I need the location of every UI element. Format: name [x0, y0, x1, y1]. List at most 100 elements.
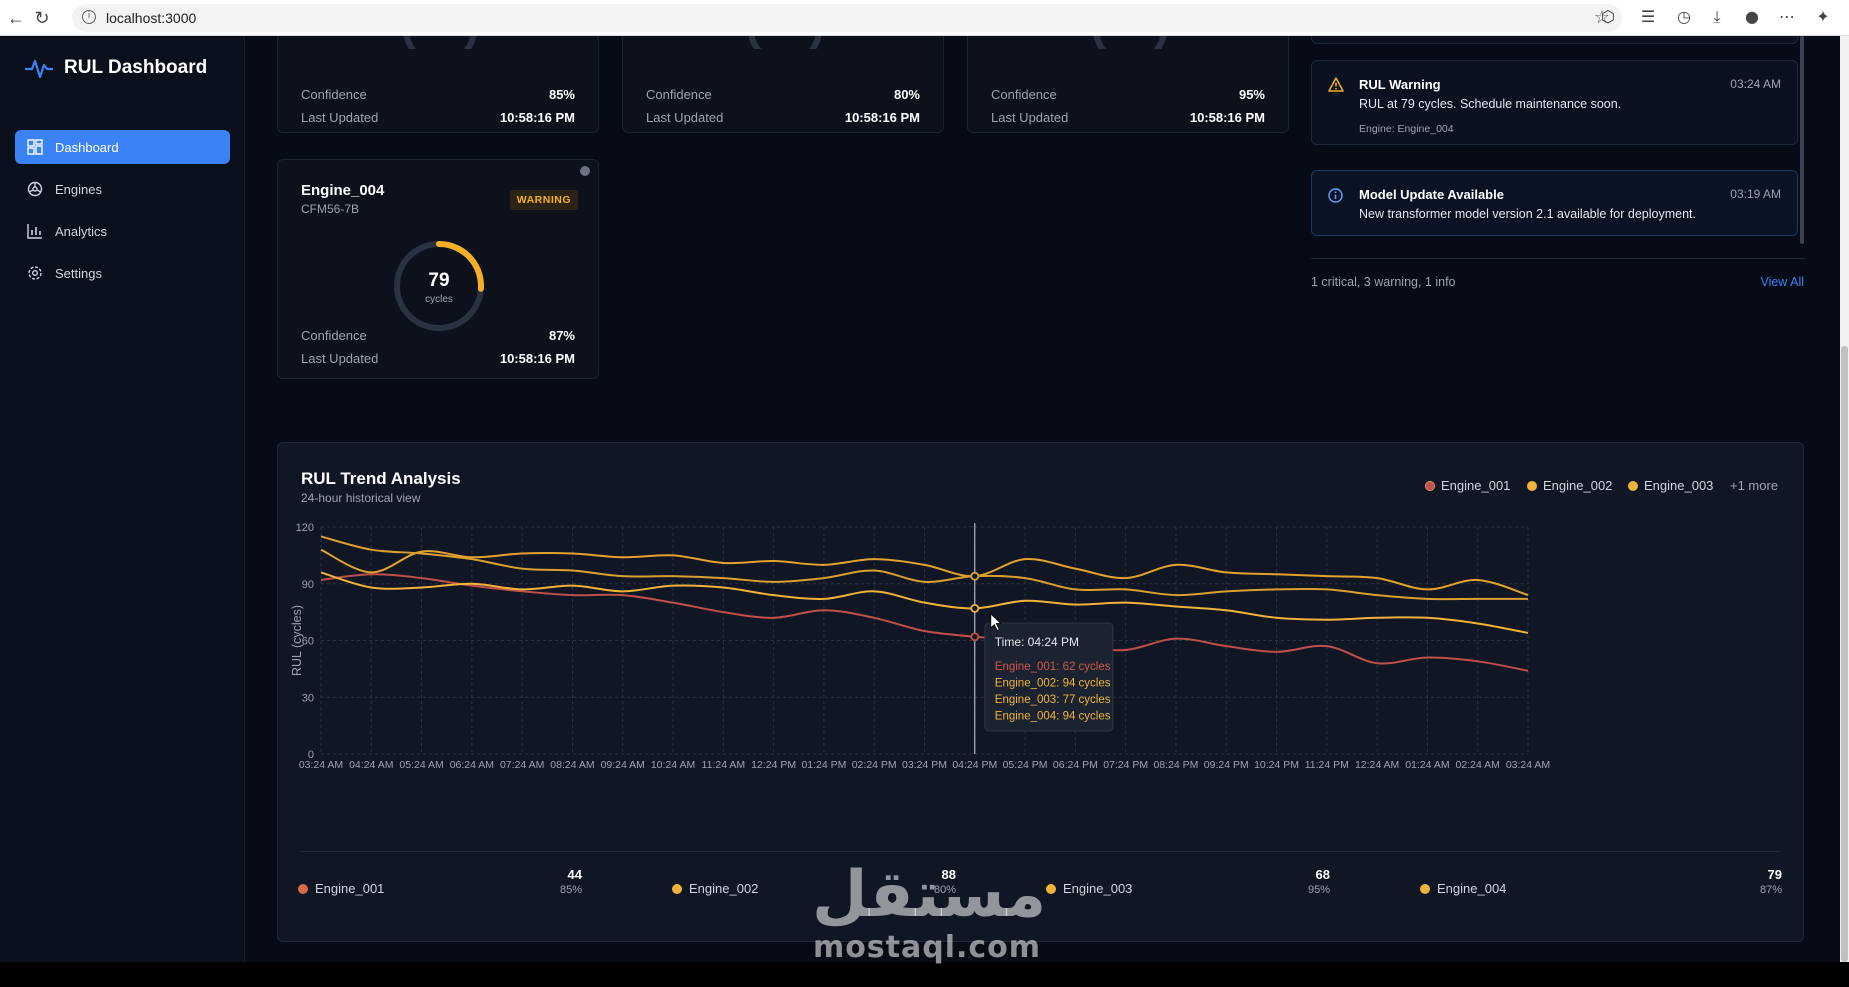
download-icon[interactable]: ⤓ [1713, 7, 1721, 26]
pulse-logo-icon [25, 59, 53, 79]
legend-more[interactable]: +1 more [1730, 478, 1779, 493]
tooltip-box [984, 622, 1114, 732]
sidebar-item-label: Dashboard [55, 139, 119, 155]
x-tick-label: 01:24 PM [801, 759, 846, 771]
x-tick-label: 04:24 AM [349, 759, 393, 771]
summary-item-engine-002[interactable]: Engine_002 [672, 881, 758, 896]
x-tick-label: 08:24 AM [550, 759, 594, 771]
legend-dot [1046, 883, 1056, 894]
legend-engine-001[interactable]: Engine_001 [1425, 478, 1510, 493]
bottom-bar [0, 962, 1849, 987]
legend-dot [1527, 480, 1537, 491]
x-tick-label: 03:24 PM [902, 759, 947, 771]
rul-gauge-partial [748, 36, 822, 49]
copilot-icon[interactable]: ✦ [1816, 7, 1830, 26]
hover-point-engine-001 [970, 632, 980, 642]
engine-summary-row: Engine_001 44 85% Engine_002 88 80% Engine_003… [278, 861, 1805, 921]
sidebar-item-settings[interactable]: Settings [15, 256, 230, 290]
alert-model-update[interactable]: Model Update Available 03:19 AM New tran… [1311, 170, 1798, 236]
bookmark-star-icon[interactable]: ☆ [1593, 7, 1610, 28]
extensions-icon[interactable]: ⬡ [1601, 7, 1615, 26]
series-line-engine-003 [320, 571, 1529, 634]
summary-rul-value: 88 [941, 867, 956, 882]
x-tick-label: 06:24 PM [1053, 759, 1098, 771]
summary-item-engine-004[interactable]: Engine_004 [1420, 881, 1506, 896]
engine-card-2[interactable]: Confidence 80% Last Updated 10:58:16 PM [622, 36, 944, 133]
summary-rul-value: 68 [1315, 867, 1330, 882]
page-scrollbar[interactable] [1840, 36, 1849, 962]
summary-value: 44 85% [522, 867, 582, 896]
summary-confidence: 87% [1759, 884, 1782, 896]
x-tick-label: 03:24 AM [299, 759, 343, 771]
divider [301, 851, 1781, 852]
alert-title: Model Update Available [1359, 187, 1504, 202]
x-tick-label: 12:24 PM [751, 759, 796, 771]
legend-engine-002[interactable]: Engine_002 [1527, 478, 1612, 493]
sidebar-item-engines[interactable]: Engines [15, 172, 230, 206]
status-badge: WARNING [509, 190, 578, 210]
engine-card-1[interactable]: Confidence 85% Last Updated 10:58:16 PM [277, 36, 599, 133]
dashboard-icon [27, 139, 43, 155]
hover-point-engine-004 [970, 571, 980, 581]
alerts-scrollbar[interactable] [1800, 36, 1804, 244]
x-tick-label: 07:24 AM [500, 759, 544, 771]
favorites-icon[interactable]: ☰ [1640, 7, 1656, 26]
info-icon [1328, 188, 1343, 203]
alert-time: 03:19 AM [1730, 187, 1781, 201]
legend-engine-003[interactable]: Engine_003 [1628, 478, 1713, 493]
y-tick-label: 0 [308, 749, 314, 761]
more-menu-icon[interactable]: ⋯ [1779, 7, 1795, 26]
x-tick-label: 08:24 PM [1153, 759, 1198, 771]
settings-icon [28, 266, 42, 280]
page-scrollbar-thumb[interactable] [1841, 346, 1848, 962]
sidebar-item-label: Settings [55, 265, 102, 281]
sidebar-item-analytics[interactable]: Analytics [15, 214, 230, 248]
x-tick-label: 12:24 AM [1355, 759, 1399, 771]
address-bar[interactable]: i localhost:3000 ☆ [72, 4, 1622, 32]
summary-item-engine-003[interactable]: Engine_003 [1046, 881, 1132, 896]
last-updated-row: Last Updated 10:58:16 PM [646, 110, 920, 125]
chart-subtitle: 24-hour historical view [301, 491, 421, 505]
site-info-icon[interactable]: i [82, 10, 96, 24]
alert-title: RUL Warning [1359, 77, 1441, 92]
alerts-summary: 1 critical, 3 warning, 1 info [1311, 275, 1456, 289]
x-tick-label: 05:24 PM [1003, 759, 1048, 771]
tooltip-time: Time: 04:24 PM [995, 635, 1079, 649]
summary-engine-name: Engine_002 [689, 881, 759, 896]
app-root: RUL Dashboard Dashboard Engines Analytic… [0, 36, 1840, 962]
summary-engine-name: Engine_004 [1437, 881, 1507, 896]
profile-avatar-icon[interactable]: ● [1745, 7, 1759, 26]
rul-unit: cycles [425, 294, 453, 305]
sidebar-item-dashboard[interactable]: Dashboard [15, 130, 230, 164]
sidebar: RUL Dashboard Dashboard Engines Analytic… [0, 36, 245, 962]
series-line-engine-002 [320, 548, 1529, 597]
x-tick-label: 01:24 AM [1405, 759, 1449, 771]
reload-icon[interactable]: ↻ [34, 7, 50, 28]
x-tick-label: 09:24 PM [1204, 759, 1249, 771]
x-tick-label: 03:24 AM [1506, 759, 1550, 771]
alert-message: RUL at 79 cycles. Schedule maintenance s… [1359, 97, 1622, 111]
legend-dot [298, 883, 308, 894]
back-icon[interactable]: ← [7, 7, 25, 28]
alert-engine: Engine: Engine_004 [1359, 123, 1454, 135]
series-line-engine-004 [320, 535, 1528, 601]
rul-trend-chart[interactable]: 0 30 60 90 120 03:24 AM 04:24 AM 05:24 AM 06:24 … [278, 443, 1805, 803]
engine-card-4[interactable]: Engine_004 CFM56-7B WARNING 79 cycles Co… [277, 159, 599, 379]
history-icon[interactable]: ◷ [1677, 7, 1691, 26]
summary-item-engine-001[interactable]: Engine_001 [298, 881, 384, 896]
tooltip-line: Engine_001: 62 cycles [995, 661, 1111, 673]
y-axis-label: RUL (cycles) [290, 605, 304, 676]
summary-value: 68 95% [1270, 867, 1330, 896]
rul-trend-panel: RUL Trend Analysis 24-hour historical vi… [277, 442, 1804, 942]
summary-confidence: 80% [933, 884, 956, 896]
engine-model: CFM56-7B [301, 202, 360, 216]
engine-card-3[interactable]: Confidence 95% Last Updated 10:58:16 PM [967, 36, 1289, 133]
x-tick-label: 04:24 PM [952, 759, 997, 771]
brand[interactable]: RUL Dashboard [24, 56, 207, 80]
alert-rul-warning[interactable]: RUL Warning 03:24 AM RUL at 79 cycles. S… [1311, 60, 1798, 145]
x-tick-label: 06:24 AM [450, 759, 494, 771]
brand-name: RUL Dashboard [64, 57, 208, 78]
mouse-cursor-icon [990, 613, 1002, 632]
confidence-row: Confidence 80% [646, 87, 920, 102]
view-all-link[interactable]: View All [1760, 275, 1804, 289]
